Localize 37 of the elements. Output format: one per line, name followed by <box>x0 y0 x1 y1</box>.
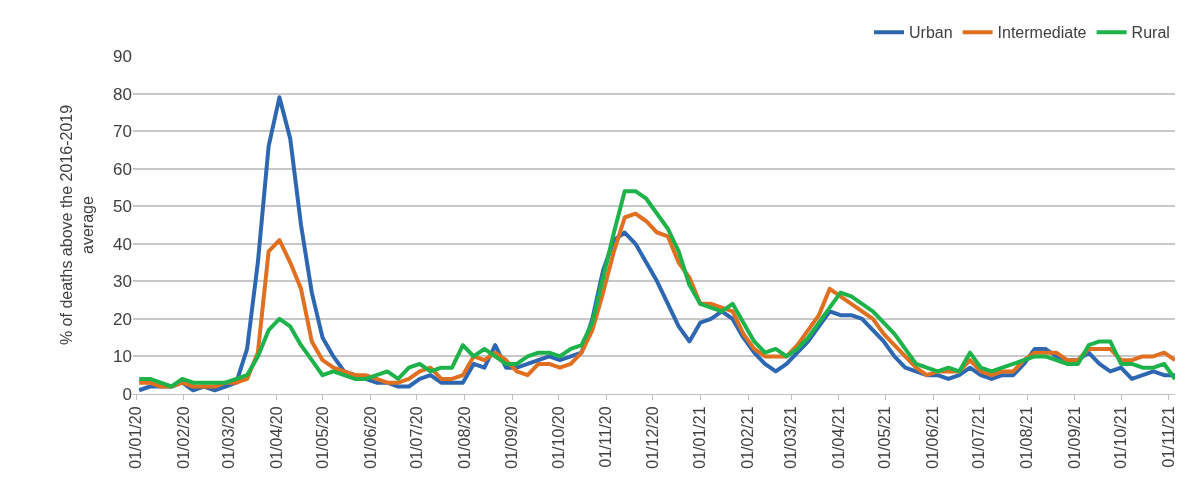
x-tick-label: 01/02/21 <box>739 406 757 469</box>
x-tick-label: 01/09/21 <box>1066 406 1084 469</box>
x-tick-label: 01/10/20 <box>549 406 567 469</box>
y-tick-label: 90 <box>113 46 132 66</box>
x-tick-label: 01/05/21 <box>876 406 894 469</box>
x-tick-label: 01/11/21 <box>1160 406 1178 468</box>
y-tick-label: 10 <box>113 347 132 367</box>
y-tick-label: 40 <box>113 234 132 254</box>
legend-label: Rural <box>1131 24 1170 42</box>
y-tick-label: 60 <box>113 159 132 179</box>
x-tick-label: 01/03/21 <box>782 406 800 469</box>
x-tick-label: 01/04/21 <box>830 406 848 469</box>
x-tick-label: 01/01/20 <box>127 406 145 469</box>
x-tick-label: 01/12/20 <box>643 406 661 469</box>
x-tick-label: 01/09/20 <box>503 406 521 469</box>
x-tick-label: 01/07/20 <box>407 406 425 469</box>
y-tick-label: 70 <box>113 122 132 142</box>
x-tick-label: 01/08/20 <box>455 406 473 469</box>
x-tick-label: 01/06/21 <box>924 406 942 469</box>
x-tick-label: 01/02/20 <box>175 406 193 469</box>
y-tick-label: 20 <box>113 309 132 329</box>
y-axis-title: % of deaths above the 2016-2019 average <box>58 104 96 346</box>
x-tick-label: 01/06/20 <box>361 406 379 469</box>
legend-label: Intermediate <box>997 24 1087 42</box>
x-tick-label: 01/03/20 <box>219 406 237 469</box>
x-tick-label: 01/04/20 <box>267 406 285 469</box>
y-tick-label: 30 <box>113 272 132 292</box>
x-tick-label: 01/05/20 <box>313 406 331 469</box>
x-tick-label: 01/01/21 <box>691 406 709 469</box>
x-tick-label: 01/11/20 <box>597 406 615 468</box>
x-tick-label: 01/10/21 <box>1112 406 1130 469</box>
y-tick-label: 50 <box>113 197 132 217</box>
x-tick-label: 01/08/21 <box>1018 406 1036 469</box>
y-tick-label: 0 <box>122 384 132 404</box>
x-tick-label: 01/07/21 <box>970 406 988 469</box>
legend-label: Urban <box>909 24 953 42</box>
y-tick-label: 80 <box>113 84 132 104</box>
